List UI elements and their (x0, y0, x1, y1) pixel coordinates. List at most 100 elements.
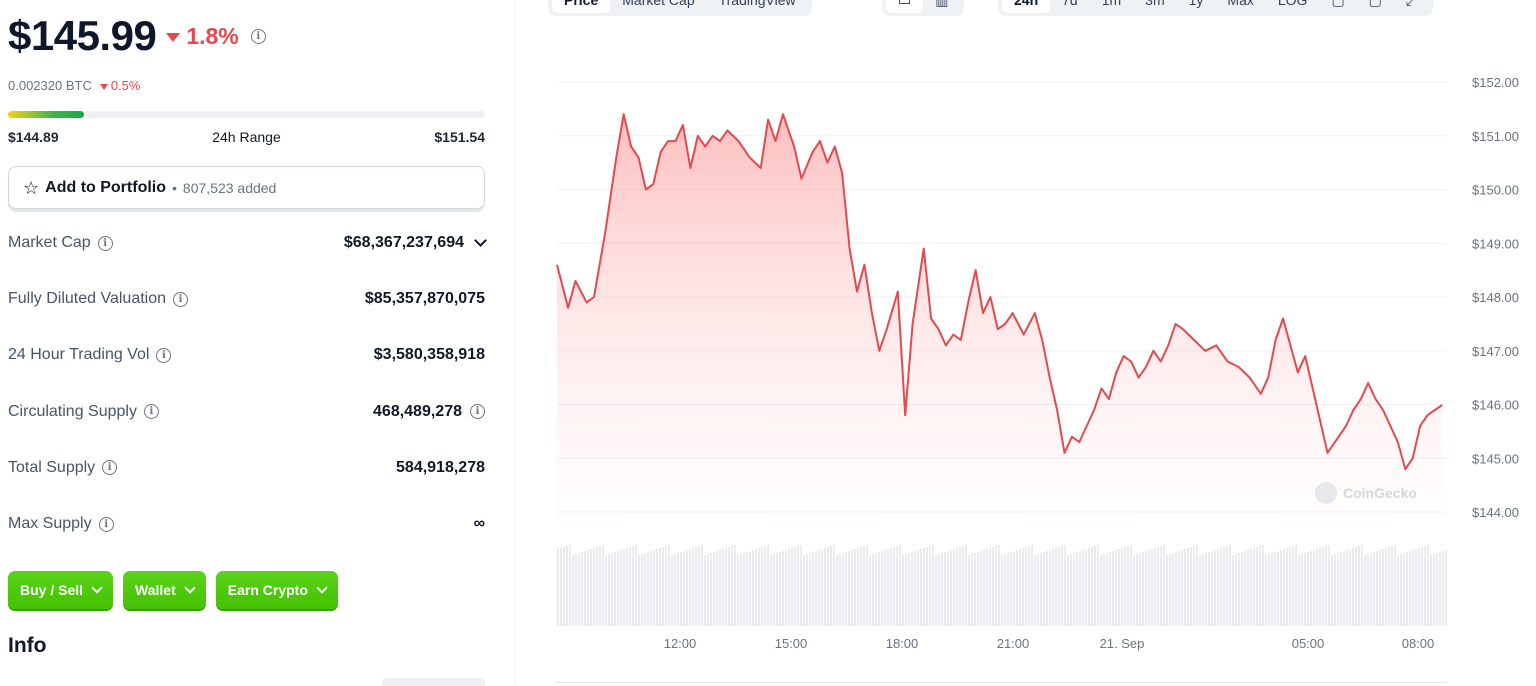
tab-market-cap[interactable]: Market Cap (622, 0, 695, 8)
volume-bar (1073, 553, 1075, 626)
tab-3m[interactable]: 3m (1145, 0, 1165, 8)
volume-bar (1103, 554, 1105, 626)
volume-bar (1037, 554, 1039, 626)
volume-bar (1238, 553, 1240, 626)
tab-24h[interactable]: 24h (1002, 0, 1051, 13)
wallet-button[interactable]: Wallet (123, 571, 206, 609)
chevron-down-icon[interactable] (474, 234, 487, 247)
candle-chart-icon[interactable]: ▥ (923, 0, 960, 13)
volume-bar (557, 549, 559, 626)
volume-bar (1268, 554, 1270, 626)
line-chart-icon[interactable]: ▭ (886, 0, 924, 13)
portfolio-separator: • (172, 179, 177, 196)
volume-bar (764, 546, 766, 626)
x-tick-label: 18:00 (886, 636, 919, 651)
volume-bar (785, 550, 787, 626)
info-icon[interactable]: i (470, 404, 485, 420)
volume-bar (1031, 545, 1033, 626)
volume-bar (956, 548, 958, 626)
volume-bar (659, 548, 661, 626)
stat-row-total-supply: Total Supply i 584,918,278 (8, 440, 485, 496)
stat-label: Fully Diluted Valuation (8, 290, 167, 308)
volume-bar (734, 545, 736, 626)
info-section-control[interactable] (382, 678, 485, 686)
stat-label: Market Cap (8, 234, 91, 252)
volume-bar (629, 547, 631, 626)
volume-bar (881, 551, 883, 626)
add-to-portfolio-button[interactable]: ☆ Add to Portfolio • 807,523 added (8, 166, 485, 209)
y-tick-label: $149.00 (1472, 236, 1519, 251)
volume-bar (719, 550, 721, 626)
buy-sell-label: Buy / Sell (20, 582, 84, 598)
chevron-down-icon (316, 581, 328, 594)
stat-row-fdv: Fully Diluted Valuation i $85,357,870,075 (8, 271, 485, 327)
info-icon[interactable]: i (102, 460, 118, 476)
volume-bar (1418, 548, 1420, 626)
info-icon[interactable]: i (156, 347, 172, 363)
volume-bar (782, 551, 784, 626)
volume-bar (1010, 552, 1012, 626)
tab-7d[interactable]: 7d (1062, 0, 1078, 8)
info-icon[interactable]: i (173, 291, 189, 307)
24h-range-fill (8, 111, 85, 118)
info-icon[interactable]: i (97, 235, 113, 251)
volume-bar (1286, 548, 1288, 626)
info-icon[interactable]: i (98, 516, 114, 532)
volume-bar (1118, 549, 1120, 626)
volume-bar (938, 554, 940, 626)
volume-bar (1016, 550, 1018, 626)
volume-bar (872, 554, 874, 626)
tab-max[interactable]: Max (1227, 0, 1254, 8)
volume-bar (1397, 555, 1399, 626)
tab-log[interactable]: LOG (1277, 0, 1308, 8)
volume-bar (632, 546, 634, 626)
volume-bar (1199, 555, 1201, 626)
volume-bar (1331, 555, 1333, 626)
volume-bar (1289, 547, 1291, 626)
price-row: $145.99 1.8% i (8, 12, 266, 60)
volume-bar (752, 550, 754, 626)
volume-bar (677, 553, 679, 626)
volume-bar (1079, 551, 1081, 626)
volume-bar (797, 546, 799, 626)
tab-price[interactable]: Price (552, 0, 611, 13)
earn-crypto-button[interactable]: Earn Crypto (215, 571, 338, 609)
volume-bar (689, 549, 691, 626)
volume-bar (1202, 554, 1204, 626)
volume-bar (839, 554, 841, 626)
volume-bar (773, 554, 775, 626)
stat-label: Total Supply (8, 458, 96, 476)
volume-bar (572, 555, 574, 626)
tab-1y[interactable]: 1y (1188, 0, 1204, 8)
market-cap-value[interactable]: $68,367,237,694 (344, 234, 487, 252)
download-icon[interactable]: ▢ (1357, 0, 1394, 13)
volume-bar (680, 552, 682, 626)
volume-bar (863, 546, 865, 626)
info-icon[interactable]: i (250, 28, 266, 44)
volume-bar (641, 554, 643, 626)
volume-bar (716, 551, 718, 626)
volume-bar (1013, 551, 1015, 626)
buy-sell-button[interactable]: Buy / Sell (8, 571, 114, 609)
volume-bar (947, 551, 949, 626)
volume-bar (1436, 553, 1438, 626)
volume-bar (1277, 551, 1279, 626)
tab-tradingview[interactable]: TradingView (718, 0, 796, 8)
volume-bar (1424, 546, 1426, 626)
expand-icon[interactable]: ⤢ (1394, 0, 1429, 13)
volume-bar (1403, 553, 1405, 626)
volume-bar (1034, 555, 1036, 626)
volume-bar (875, 553, 877, 626)
range-high: $151.54 (434, 129, 485, 145)
volume-bar (1019, 549, 1021, 626)
tab-1m[interactable]: 1m (1101, 0, 1122, 8)
volume-bar (593, 548, 595, 626)
chart-type-tabs: ▭ ▥ (882, 0, 965, 16)
info-icon[interactable]: i (143, 404, 159, 420)
volume-bar (896, 546, 898, 626)
calendar-icon[interactable]: ▢ (1319, 0, 1356, 13)
volume-bar (1193, 546, 1195, 626)
volume-bar (800, 545, 802, 626)
volume-bar (932, 545, 934, 626)
y-tick-label: $151.00 (1472, 129, 1519, 144)
